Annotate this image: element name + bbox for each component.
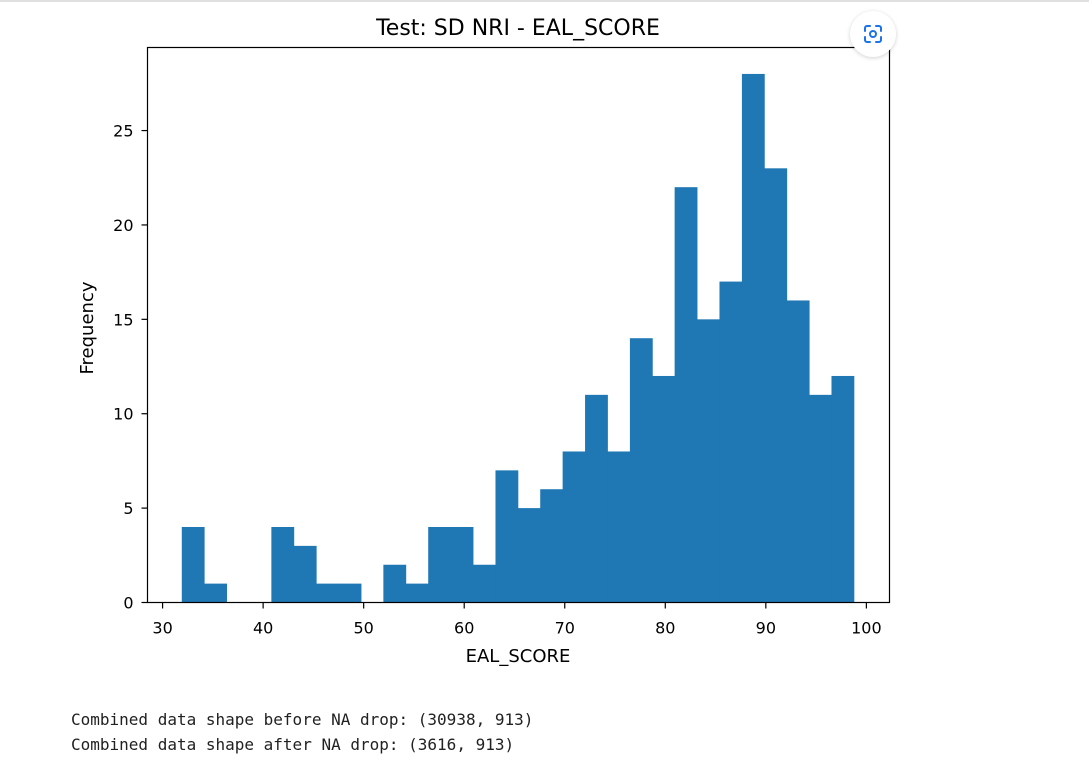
x-tick-label: 80 (655, 619, 675, 638)
y-axis-ticks: 0 5 10 15 20 25 (113, 122, 148, 613)
x-axis-ticks: 30 40 50 60 70 80 90 100 (152, 602, 882, 638)
output-line-before-na-drop: Combined data shape before NA drop: (309… (71, 710, 534, 729)
x-tick-label: 40 (253, 619, 273, 638)
histogram-bar (540, 489, 564, 603)
histogram-bar (204, 583, 228, 603)
x-axis-label: EAL_SCORE (466, 646, 571, 667)
google-lens-icon (864, 25, 882, 43)
histogram-bar (786, 300, 810, 603)
histogram-bar (181, 526, 205, 603)
y-tick-label: 25 (113, 122, 133, 141)
y-tick-label: 10 (113, 405, 133, 424)
histogram-bar (629, 338, 653, 603)
histogram-bar (809, 394, 832, 603)
y-axis-label: Frequency (77, 281, 98, 374)
histogram-bar (405, 583, 429, 603)
y-tick-label: 15 (113, 310, 133, 329)
histogram-chart: Test: SD NRI - EAL_SCORE 30 40 50 60 70 80 90 1… (77, 16, 891, 667)
histogram-bar (764, 168, 788, 603)
x-tick-label: 70 (555, 619, 575, 638)
chart-title: Test: SD NRI - EAL_SCORE (375, 16, 660, 41)
histogram-bar (293, 545, 317, 603)
histogram-bar (607, 451, 631, 603)
histogram-bar (719, 281, 743, 603)
histogram-bar (697, 319, 720, 603)
lens-button[interactable] (850, 11, 896, 57)
bars-layer (181, 73, 855, 603)
x-tick-label: 90 (756, 619, 776, 638)
plot-frame (146, 46, 891, 604)
histogram-bar (450, 526, 474, 603)
x-tick-label: 50 (353, 619, 373, 638)
histogram-bar (473, 564, 496, 603)
histogram-bar (338, 583, 362, 603)
histogram-bar (517, 508, 541, 603)
x-tick-label: 30 (152, 619, 172, 638)
cell-top-divider (0, 0, 1089, 2)
histogram-bar (652, 375, 676, 603)
histogram-bar (383, 564, 407, 603)
histogram-bar (495, 470, 519, 603)
cell-output: Combined data shape before NA drop: (309… (71, 707, 533, 757)
histogram-bar (741, 73, 765, 603)
x-tick-label: 60 (454, 619, 474, 638)
y-tick-label: 5 (123, 499, 133, 518)
histogram-bar (562, 451, 586, 603)
histogram-bar (316, 583, 340, 603)
histogram-bar (831, 375, 855, 603)
histogram-bar (585, 394, 608, 603)
histogram-bar (271, 526, 295, 603)
output-line-after-na-drop: Combined data shape after NA drop: (3616… (71, 735, 515, 754)
histogram-bar (674, 187, 698, 603)
x-tick-label: 100 (851, 619, 882, 638)
y-tick-label: 0 (123, 594, 133, 613)
y-tick-label: 20 (113, 216, 133, 235)
histogram-bar (428, 526, 452, 603)
